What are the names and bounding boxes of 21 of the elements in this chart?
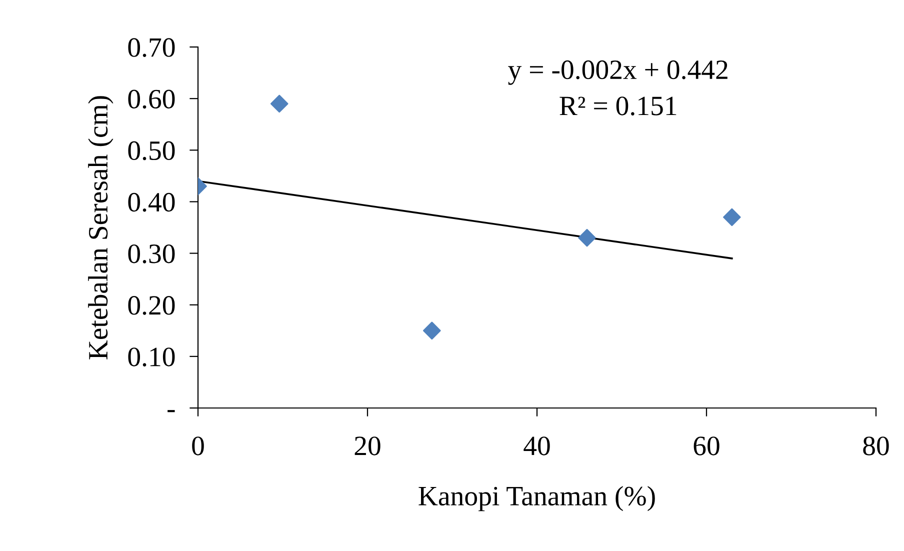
y-tick-label: 0.20 [128,296,175,315]
point [270,94,288,113]
y-tick-label: 0.70 [128,38,175,58]
y-tick-label: 0.30 [128,244,175,264]
y-tick-label: 0.60 [128,90,175,109]
point [578,228,596,247]
x-tick-label: 40 [524,436,550,456]
point [723,208,741,226]
x-tick-label: 0 [192,436,204,456]
annotation: R² = 0.151 [560,96,676,116]
x-tick-label: 20 [354,436,380,456]
x-tick-label: 60 [694,436,720,456]
y-tick-label: 0.50 [128,141,175,160]
y-tick-label: 0.10 [128,348,175,366]
annotation: y = -0.002x + 0.442 [508,60,728,85]
x-axis-title: Kanopi Tanaman (%) [418,486,655,512]
y-axis-title: Ketebalan Seresah (cm) [88,96,114,360]
y-tick-label: 0.40 [128,192,175,212]
x-tick-label: 80 [863,436,889,456]
y-tick-label: - [168,410,175,412]
point [423,322,441,340]
